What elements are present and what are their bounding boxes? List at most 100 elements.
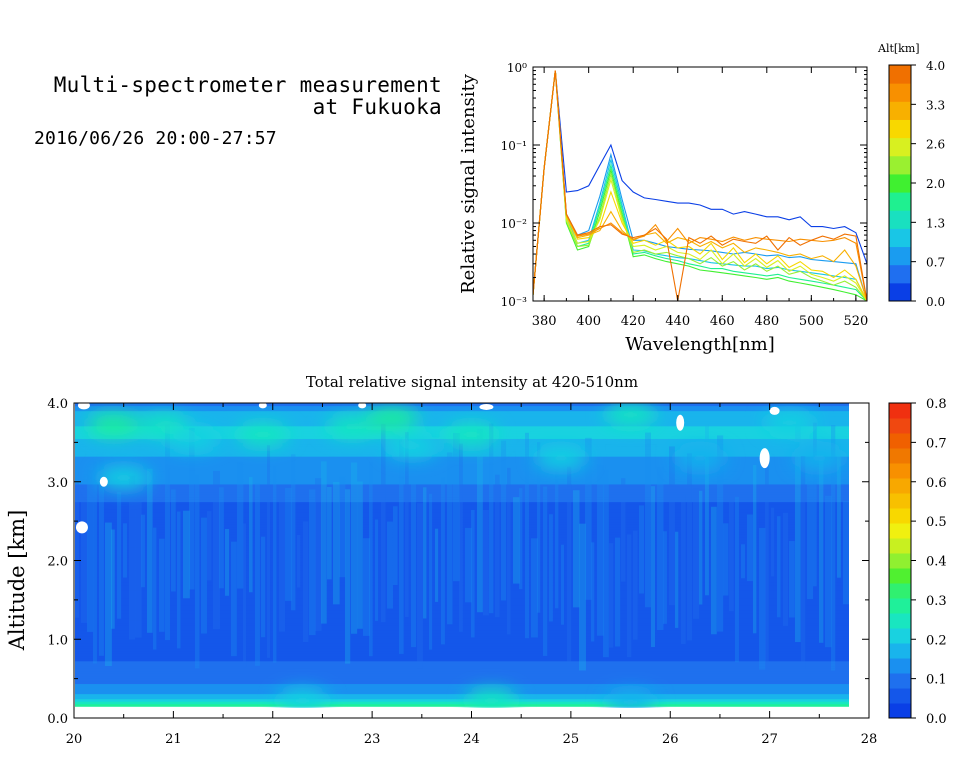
intensity-colorbar-cell	[889, 703, 911, 719]
heatmap-band	[75, 536, 849, 541]
heatmap-band	[75, 587, 849, 591]
heatmap-band	[75, 476, 849, 480]
heatmap-band	[75, 615, 849, 619]
altitude-colorbar-cell	[889, 192, 911, 211]
heatmap-streak	[597, 465, 604, 636]
date-range: 2016/06/26 20:00-27:57	[34, 128, 277, 149]
spectrum-y-label: Relative signal intensity	[458, 73, 479, 294]
heatmap-streak	[75, 482, 79, 618]
heatmap-streak	[105, 522, 112, 667]
heatmap-chart: Total relative signal intensity at 420-5…	[5, 373, 877, 747]
heatmap-streak	[585, 437, 592, 600]
heatmap-hotspot	[385, 435, 438, 458]
spectrum-series-0	[533, 70, 867, 295]
heatmap-band	[75, 461, 849, 465]
intensity-colorbar-cell	[889, 673, 911, 689]
heatmap-streak	[729, 501, 734, 612]
heatmap-streaks	[75, 422, 849, 671]
altitude-colorbar-tick-label: 4.0	[926, 59, 945, 73]
heatmap-streak	[255, 482, 260, 666]
heatmap-band	[75, 589, 849, 594]
heatmap-streak	[831, 425, 836, 671]
heatmap-streak	[501, 440, 507, 601]
heatmap-streak	[93, 461, 97, 664]
heatmap-streak	[681, 494, 686, 644]
intensity-colorbar-tick-label: 0.7	[926, 436, 947, 451]
heatmap-band	[75, 691, 849, 695]
heatmap-streak	[291, 454, 296, 611]
heatmap-hotspot	[97, 466, 150, 489]
heatmap-streak	[795, 425, 801, 643]
heatmap-y-tick-label: 1.0	[47, 633, 68, 648]
heatmap-band	[75, 420, 849, 424]
heatmap-streak	[711, 506, 717, 635]
heatmap-streak	[135, 500, 142, 638]
heatmap-streak	[417, 503, 423, 669]
heatmap-streak	[309, 489, 316, 636]
heatmap-missing-patch	[358, 403, 367, 409]
heatmap-streak	[441, 477, 445, 645]
heatmap-x-tick-label: 21	[165, 732, 182, 747]
intensity-colorbar-cell	[889, 553, 911, 569]
heatmap-streak	[507, 467, 511, 635]
intensity-colorbar-cell	[889, 658, 911, 674]
heatmap-streak	[705, 423, 709, 596]
heatmap-streak	[669, 446, 675, 606]
spectrum-y-ticks: 10⁻³ 10⁻² 10⁻¹ 10⁰	[501, 61, 867, 309]
heatmap-streak	[651, 486, 656, 647]
heatmap-streak	[579, 523, 586, 671]
heatmap-streak	[399, 440, 404, 654]
heatmap-streak	[777, 516, 781, 618]
intensity-colorbar-cell	[889, 538, 911, 554]
heatmap-band	[75, 668, 849, 672]
heatmap-missing-patch	[759, 448, 770, 469]
heatmap-streak	[735, 496, 739, 663]
heatmap-band	[75, 521, 849, 525]
heatmap-streak	[537, 442, 541, 613]
heatmap-hotspot	[366, 407, 418, 430]
heatmap-band	[75, 680, 849, 685]
heatmap-band	[75, 648, 849, 652]
heatmap-band	[75, 514, 849, 518]
intensity-colorbar-cell	[889, 418, 911, 434]
spectrum-series-4	[533, 70, 867, 301]
heatmap-band	[75, 466, 849, 470]
heatmap-streak	[513, 497, 520, 584]
heatmap-band	[75, 443, 849, 447]
heatmap-streak	[453, 433, 460, 582]
heatmap-band	[75, 562, 849, 566]
heatmap-band	[75, 463, 849, 467]
heatmap-streak	[699, 490, 703, 605]
heatmap-band	[75, 524, 849, 528]
heatmap-band	[75, 696, 849, 700]
heatmap-x-tick-label: 20	[66, 732, 83, 747]
heatmap-band	[75, 582, 849, 586]
heatmap-streak	[327, 486, 332, 580]
heatmap-streak	[459, 443, 463, 632]
heatmap-streak	[717, 435, 724, 632]
heatmap-band	[75, 529, 849, 533]
heatmap-band	[75, 456, 849, 460]
heatmap-band	[75, 567, 849, 571]
heatmap-hotspot	[326, 415, 379, 438]
heatmap-streak	[387, 521, 393, 609]
heatmap-band	[75, 620, 849, 624]
altitude-colorbar-cell	[889, 264, 911, 284]
spectrum-chart: 380 400 420 440 460 480 500 520 10⁻³ 10⁻² 10⁻¹ 10⁰…	[458, 61, 868, 355]
heatmap-missing-patch	[258, 403, 267, 409]
altitude-colorbar-cell	[889, 155, 911, 175]
heatmap-band	[75, 592, 849, 596]
heatmap-streak	[747, 514, 753, 582]
intensity-colorbar-ticks: 0.0 0.1 0.2 0.3 0.4 0.5 0.6 0.7 0.8	[911, 397, 947, 727]
spectrum-x-ticks: 380 400 420 440 460 480 500 520	[532, 67, 868, 329]
heatmap-band	[75, 655, 849, 659]
heatmap-streak	[561, 544, 565, 625]
altitude-colorbar-tick-label: 0.0	[926, 295, 945, 309]
heatmap-hotspot	[276, 689, 329, 708]
main-title-line2: at Fukuoka	[312, 95, 442, 119]
heatmap-streak	[471, 509, 475, 638]
heatmap-streak	[621, 478, 626, 582]
heatmap-band	[75, 541, 849, 546]
heatmap-streak	[249, 477, 253, 593]
heatmap-band	[75, 488, 849, 493]
